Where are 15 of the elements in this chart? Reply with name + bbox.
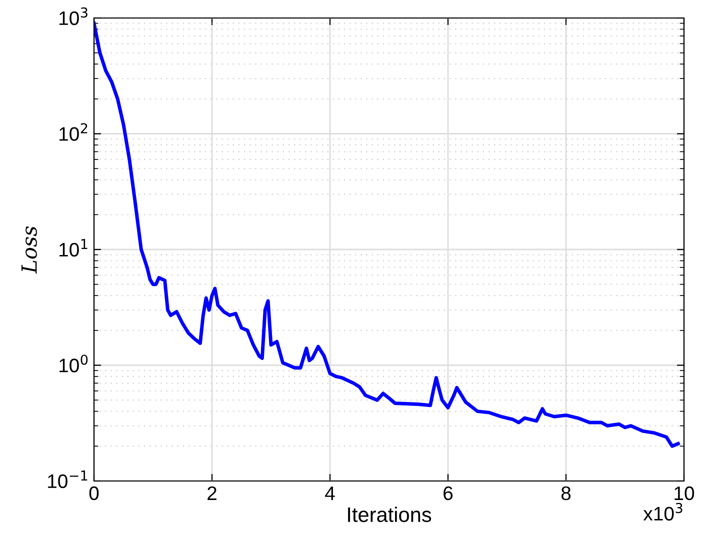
- x-tick-label: 0: [89, 486, 99, 500]
- line-series: [94, 22, 680, 448]
- y-tick-label: 10$^{0}$: [60, 354, 88, 372]
- x-axis-title: Iterations: [348, 506, 432, 522]
- x-tick-label: 8: [561, 486, 571, 500]
- y-tick-label: 10$^{1}$: [60, 239, 88, 257]
- y-tick-label: 10$^{2}$: [60, 123, 88, 141]
- x-tick-label: 6: [444, 486, 453, 500]
- x-tick-label: 2: [208, 486, 216, 500]
- y-axis-title: Loss: [21, 226, 37, 274]
- text: x10$^{3}$: [643, 502, 682, 521]
- y-tick-label: 10$^{−1}$: [48, 470, 88, 488]
- y-tick-label: 10$^{3}$: [60, 7, 88, 26]
- x-tick-label: 4: [325, 486, 335, 500]
- x-tick-label: 10: [674, 486, 694, 500]
